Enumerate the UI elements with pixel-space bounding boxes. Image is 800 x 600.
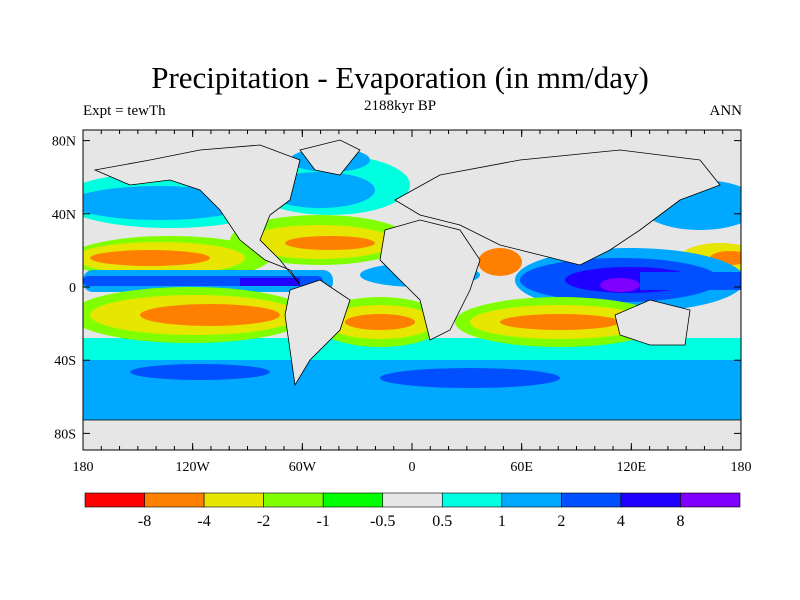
colorbar-label: -1 <box>317 513 330 530</box>
antarctica <box>83 419 741 450</box>
colorbar-label: -2 <box>257 513 270 530</box>
southern-ocean-darkblue <box>130 364 270 380</box>
africa <box>379 219 481 341</box>
colorbar-box <box>561 492 622 508</box>
y-tick-label: 80S <box>54 427 76 442</box>
colorbar-box <box>144 492 205 508</box>
colorbar-box <box>441 492 503 508</box>
x-tick-label: 0 <box>409 460 416 475</box>
colorbar: -8 -4 -2 -1 -0.5 0.5 1 2 4 8 <box>84 492 741 530</box>
x-tick-label: 120W <box>176 460 211 475</box>
colorbar-label: 8 <box>676 513 684 530</box>
colorbar-label: 1 <box>498 513 506 530</box>
x-tick-label: 120E <box>617 460 647 475</box>
x-tick-label: 180 <box>731 460 752 475</box>
australia <box>614 299 691 346</box>
south-america <box>284 279 351 387</box>
greenland <box>299 139 361 176</box>
colorbar-box <box>680 492 741 508</box>
colorbar-label: 0.5 <box>432 513 452 530</box>
axis-ticks: 180 120W 60W 0 60E 120E 180 80N 40N 0 40S 80S <box>52 130 752 475</box>
y-tick-label: 40N <box>52 208 76 223</box>
colorbar-label: -0.5 <box>370 513 395 530</box>
colorbar-box <box>382 492 443 508</box>
colorbar-box <box>620 492 681 508</box>
y-tick-label: 80N <box>52 135 76 150</box>
colorbar-box <box>501 492 562 508</box>
right-string: ANN <box>709 103 743 119</box>
north-america <box>93 144 301 286</box>
x-tick-label: 60W <box>289 460 317 475</box>
colorbar-box <box>203 492 264 508</box>
colorbar-box <box>263 492 324 508</box>
colorbar-label: 4 <box>617 513 625 530</box>
southern-ocean-darkblue <box>380 368 560 388</box>
center-string: 2188kyr BP <box>363 98 437 114</box>
x-tick-label: 180 <box>73 460 94 475</box>
y-tick-label: 40S <box>54 354 76 369</box>
colorbar-label: -8 <box>138 513 151 530</box>
x-tick-label: 60E <box>510 460 533 475</box>
left-string: Expt = tewTh <box>83 103 166 119</box>
colorbar-box <box>84 492 145 508</box>
plot-title: Precipitation - Evaporation (in mm/day) <box>151 60 649 95</box>
colorbar-label: -4 <box>197 513 210 530</box>
y-tick-label: 0 <box>69 281 76 296</box>
colorbar-box <box>322 492 384 508</box>
colorbar-label: 2 <box>557 513 565 530</box>
eurasia <box>394 149 721 266</box>
coastlines <box>83 139 741 450</box>
